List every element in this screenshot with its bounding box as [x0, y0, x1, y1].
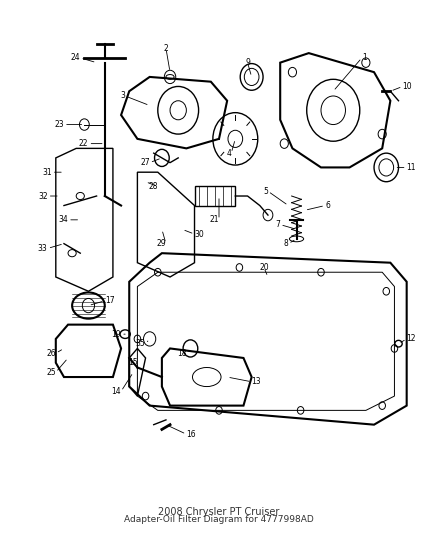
Text: Adapter-Oil Filter Diagram for 4777998AD: Adapter-Oil Filter Diagram for 4777998AD: [124, 515, 314, 524]
Text: 7: 7: [276, 220, 280, 229]
Text: 16: 16: [186, 430, 196, 439]
Text: 35: 35: [136, 339, 145, 348]
Text: 21: 21: [209, 215, 219, 224]
Text: 15: 15: [128, 358, 138, 367]
Text: 2008 Chrysler PT Cruiser: 2008 Chrysler PT Cruiser: [158, 507, 280, 516]
Text: 26: 26: [46, 349, 56, 358]
Text: 33: 33: [38, 244, 48, 253]
Text: 14: 14: [111, 387, 121, 396]
Text: 30: 30: [194, 230, 204, 239]
Text: 9: 9: [245, 58, 250, 67]
Text: 28: 28: [148, 182, 158, 191]
Text: 27: 27: [140, 158, 150, 167]
Text: 3: 3: [120, 92, 125, 101]
Text: 12: 12: [406, 334, 416, 343]
Text: 18: 18: [177, 349, 186, 358]
Text: 29: 29: [156, 239, 166, 248]
Bar: [194, 187, 235, 206]
Text: 20: 20: [259, 263, 268, 272]
Text: 8: 8: [284, 239, 288, 248]
Text: 17: 17: [105, 296, 114, 305]
Text: 19: 19: [111, 329, 121, 338]
Text: 31: 31: [42, 168, 52, 177]
Text: 2: 2: [163, 44, 168, 53]
Text: 13: 13: [252, 377, 261, 386]
Text: 5: 5: [263, 187, 268, 196]
Text: 24: 24: [71, 53, 80, 62]
Text: 4: 4: [226, 149, 231, 158]
Text: 25: 25: [46, 368, 56, 377]
Text: 10: 10: [403, 82, 412, 91]
Text: 1: 1: [362, 53, 367, 62]
Text: 6: 6: [325, 201, 330, 210]
Text: 11: 11: [406, 163, 416, 172]
Text: 32: 32: [38, 191, 48, 200]
Text: 23: 23: [54, 120, 64, 129]
Text: 22: 22: [79, 139, 88, 148]
Text: 34: 34: [58, 215, 68, 224]
